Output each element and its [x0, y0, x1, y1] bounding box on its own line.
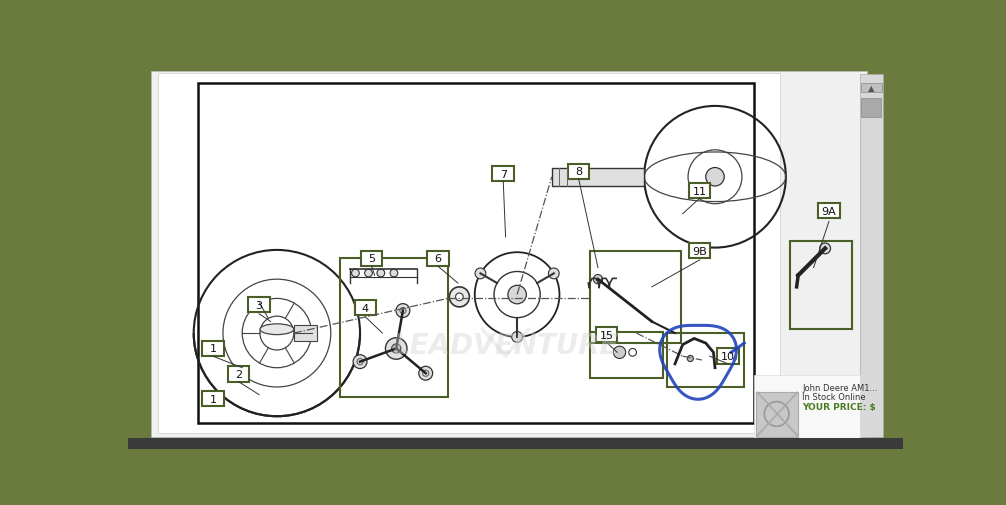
Bar — [294, 326, 317, 341]
Text: LEADVENTURE: LEADVENTURE — [392, 331, 619, 359]
Circle shape — [456, 293, 463, 301]
Text: 5: 5 — [368, 254, 375, 264]
Bar — [861, 99, 881, 118]
Circle shape — [418, 367, 433, 380]
Text: 6: 6 — [435, 254, 442, 264]
FancyBboxPatch shape — [717, 349, 738, 364]
Circle shape — [450, 287, 470, 307]
Circle shape — [512, 332, 522, 342]
Text: John Deere AM1...: John Deere AM1... — [802, 383, 877, 392]
Text: 8: 8 — [575, 167, 582, 177]
Text: 11: 11 — [692, 186, 706, 196]
Circle shape — [706, 168, 724, 187]
Circle shape — [364, 270, 372, 277]
Bar — [129, 438, 902, 449]
Circle shape — [353, 355, 367, 369]
FancyBboxPatch shape — [427, 251, 449, 267]
FancyBboxPatch shape — [689, 183, 710, 199]
Text: ▲: ▲ — [868, 84, 874, 93]
Text: 15: 15 — [600, 330, 614, 340]
Bar — [667, 333, 744, 387]
FancyBboxPatch shape — [361, 251, 382, 267]
Bar — [591, 332, 663, 378]
Text: 9A: 9A — [822, 206, 836, 216]
Text: 3: 3 — [256, 300, 263, 310]
Text: In Stock Online: In Stock Online — [802, 392, 865, 401]
Bar — [158, 74, 780, 433]
Text: YOUR PRICE: $: YOUR PRICE: $ — [802, 402, 876, 411]
Bar — [197, 84, 753, 423]
Circle shape — [396, 304, 409, 318]
Circle shape — [391, 344, 400, 354]
Ellipse shape — [260, 324, 294, 335]
Text: 7: 7 — [500, 169, 507, 179]
FancyBboxPatch shape — [202, 341, 223, 357]
Bar — [591, 251, 681, 343]
Bar — [791, 241, 852, 330]
Circle shape — [548, 269, 559, 279]
Circle shape — [475, 269, 486, 279]
FancyBboxPatch shape — [493, 167, 514, 182]
FancyBboxPatch shape — [248, 297, 270, 313]
Circle shape — [614, 346, 626, 359]
Bar — [753, 376, 860, 445]
Bar — [756, 392, 798, 437]
Circle shape — [594, 275, 603, 284]
Bar — [129, 61, 902, 67]
FancyBboxPatch shape — [689, 243, 710, 259]
Text: 4: 4 — [362, 303, 369, 313]
FancyBboxPatch shape — [551, 168, 644, 187]
Circle shape — [687, 356, 693, 362]
Text: 10: 10 — [721, 351, 735, 362]
Circle shape — [390, 270, 397, 277]
Circle shape — [377, 270, 384, 277]
Bar — [860, 84, 882, 93]
FancyBboxPatch shape — [355, 300, 376, 316]
FancyBboxPatch shape — [596, 327, 618, 342]
Text: 1: 1 — [209, 394, 216, 403]
FancyBboxPatch shape — [227, 367, 249, 382]
Text: 1: 1 — [209, 344, 216, 354]
Bar — [860, 74, 883, 437]
Text: 9B: 9B — [692, 246, 707, 256]
FancyBboxPatch shape — [818, 204, 840, 219]
Circle shape — [385, 338, 407, 360]
Text: 2: 2 — [234, 369, 241, 379]
Circle shape — [820, 243, 831, 254]
FancyBboxPatch shape — [202, 391, 223, 407]
Circle shape — [508, 286, 526, 304]
FancyBboxPatch shape — [568, 164, 590, 180]
Bar — [340, 259, 448, 397]
Circle shape — [351, 270, 359, 277]
